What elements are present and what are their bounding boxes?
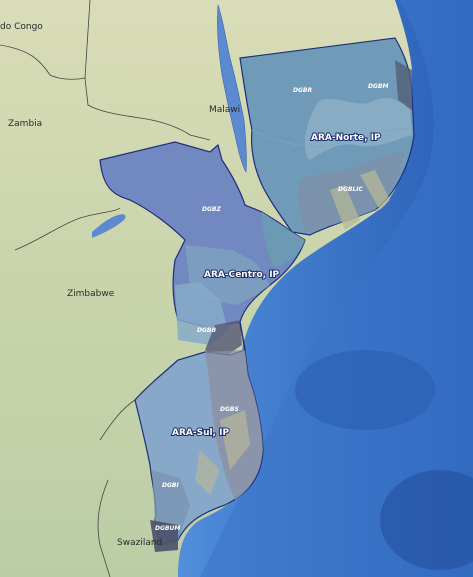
region-label-sul: ARA-Sul, IP	[172, 428, 229, 438]
country-borders	[0, 0, 211, 577]
deep-ocean	[200, 0, 473, 577]
country-label-zimbabwe: Zimbabwe	[67, 289, 115, 299]
basin-label-dgbr: DGBR	[293, 87, 312, 94]
basin-label-dgbum: DGBUM	[155, 525, 180, 532]
basin-label-dgbm: DGBM	[368, 83, 388, 90]
ocean-basin	[295, 350, 435, 430]
lake-kariba	[92, 214, 126, 238]
ocean-trench	[380, 470, 473, 570]
basin-area-sul-limpopo	[195, 410, 250, 495]
country-label-zambia: Zambia	[8, 119, 42, 129]
basin-area-norte-coast	[395, 60, 412, 110]
centro-sul-boundary	[239, 321, 246, 351]
lake-malawi	[217, 4, 247, 173]
basin-label-dgbz: DGBZ	[202, 206, 221, 213]
region-label-norte: ARA-Norte, IP	[311, 133, 381, 143]
basin-label-dgbb: DGBB	[197, 327, 216, 334]
basin-label-dgbi: DGBI	[162, 482, 179, 489]
basin-label-dgblic: DGBLIC	[338, 186, 364, 193]
basin-area-norte-2	[297, 150, 405, 232]
basin-area-centro-coast	[262, 212, 305, 268]
basin-area-centro-south	[205, 320, 242, 360]
basin-area-dgbum	[150, 520, 178, 552]
country-label-swaziland: Swaziland	[117, 538, 162, 548]
country-label-congo: do Congo	[0, 22, 43, 32]
basin-label-dgbs: DGBS	[220, 406, 239, 413]
basin-area-norte-3	[330, 170, 390, 230]
region-label-centro: ARA-Centro, IP	[204, 270, 280, 280]
country-label-malawi: Malawi	[209, 105, 240, 115]
norte-inner-boundary	[251, 127, 411, 147]
